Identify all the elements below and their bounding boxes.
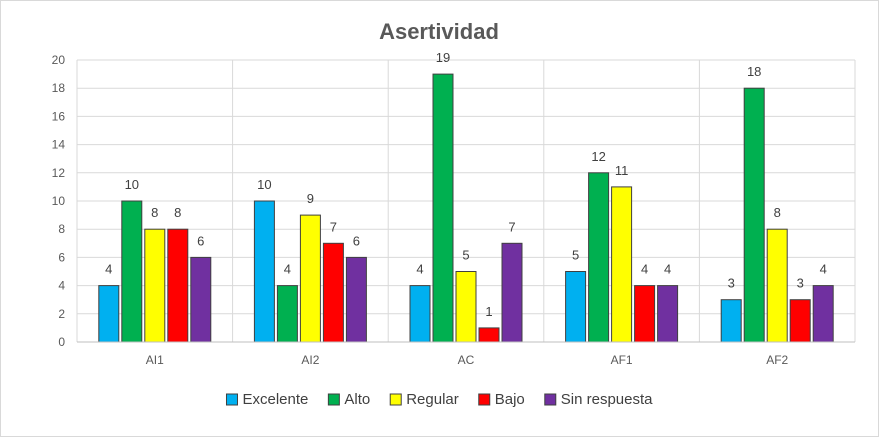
legend-swatch bbox=[389, 393, 402, 406]
bar-AI1-sin-respuesta bbox=[190, 256, 212, 343]
data-label: 5 bbox=[462, 248, 469, 263]
legend-swatch bbox=[478, 393, 491, 406]
data-label: 3 bbox=[797, 276, 804, 291]
bar-AC-sin-respuesta bbox=[501, 242, 523, 343]
legend-label: Regular bbox=[406, 391, 459, 408]
bars bbox=[98, 73, 834, 343]
legend-swatch bbox=[327, 393, 340, 406]
legend: Excelente Alto Regular Bajo Sin respuesta bbox=[225, 391, 653, 408]
bar-AF1-bajo bbox=[634, 285, 656, 343]
y-tick-label: 2 bbox=[58, 307, 65, 321]
bar-AI2-bajo bbox=[322, 242, 344, 343]
legend-item-bajo: Bajo bbox=[478, 391, 525, 408]
data-labels: 4 10 8 8 6 10 4 9 7 6 4 19 5 1 7 5 12 11 4 4 3 18 8 3 4 bbox=[105, 50, 827, 319]
data-label: 4 bbox=[820, 262, 827, 277]
data-label: 8 bbox=[151, 205, 158, 220]
y-axis: 0 2 4 6 8 10 12 14 16 18 20 bbox=[52, 53, 66, 349]
legend-label: Sin respuesta bbox=[561, 391, 653, 408]
x-tick-label: AF2 bbox=[766, 353, 788, 367]
data-label: 12 bbox=[591, 149, 605, 164]
data-label: 4 bbox=[416, 262, 423, 277]
data-label: 4 bbox=[664, 262, 671, 277]
y-tick-label: 0 bbox=[58, 335, 65, 349]
y-tick-label: 20 bbox=[52, 53, 66, 67]
legend-item-alto: Alto bbox=[327, 391, 370, 408]
x-axis: AI1 AI2 AC AF1 AF2 bbox=[77, 341, 855, 367]
data-label: 5 bbox=[572, 248, 579, 263]
data-label: 9 bbox=[307, 191, 314, 206]
bar-AC-excelente bbox=[409, 285, 431, 343]
legend-label: Excelente bbox=[242, 391, 308, 408]
bar-AI1-alto bbox=[121, 200, 143, 343]
chart-title: Asertividad bbox=[379, 19, 499, 44]
y-tick-label: 18 bbox=[52, 81, 66, 95]
legend-item-excelente: Excelente bbox=[225, 391, 308, 408]
legend-label: Alto bbox=[344, 391, 370, 408]
legend-swatch bbox=[225, 393, 238, 406]
y-tick-label: 16 bbox=[52, 109, 66, 123]
data-label: 3 bbox=[728, 276, 735, 291]
bar-AF1-alto bbox=[588, 172, 610, 343]
bar-AI2-excelente bbox=[253, 200, 275, 343]
data-label: 1 bbox=[485, 304, 492, 319]
bar-AF1-excelente bbox=[565, 271, 587, 343]
data-label: 4 bbox=[641, 262, 648, 277]
y-tick-label: 12 bbox=[52, 166, 66, 180]
data-label: 4 bbox=[284, 262, 291, 277]
bar-AI1-bajo bbox=[167, 228, 189, 343]
bar-AF2-bajo bbox=[789, 299, 811, 343]
bar-AF1-regular bbox=[611, 186, 633, 343]
legend-item-sin-respuesta: Sin respuesta bbox=[544, 391, 653, 408]
data-label: 10 bbox=[257, 177, 271, 192]
data-label: 10 bbox=[125, 177, 139, 192]
bar-AF2-alto bbox=[743, 87, 765, 343]
bar-AC-alto bbox=[432, 73, 454, 343]
legend-item-regular: Regular bbox=[389, 391, 459, 408]
bar-AF1-sin-respuesta bbox=[657, 285, 679, 343]
data-label: 4 bbox=[105, 262, 112, 277]
y-tick-label: 8 bbox=[58, 222, 65, 236]
y-tick-label: 10 bbox=[52, 194, 66, 208]
x-tick-label: AC bbox=[458, 353, 475, 367]
x-tick-label: AI1 bbox=[146, 353, 164, 367]
bar-AI2-regular bbox=[299, 214, 321, 343]
bar-AI2-alto bbox=[276, 285, 298, 343]
data-label: 7 bbox=[330, 219, 337, 234]
legend-swatch bbox=[544, 393, 557, 406]
x-tick-label: AI2 bbox=[301, 353, 319, 367]
y-tick-label: 4 bbox=[58, 279, 65, 293]
data-label: 19 bbox=[436, 50, 450, 65]
bar-AC-regular bbox=[455, 271, 477, 343]
data-label: 7 bbox=[508, 219, 515, 234]
data-label: 8 bbox=[174, 205, 181, 220]
data-label: 6 bbox=[197, 233, 204, 248]
bar-AI2-sin-respuesta bbox=[345, 256, 367, 343]
bar-AF2-regular bbox=[766, 228, 788, 343]
bar-AF2-sin-respuesta bbox=[812, 285, 834, 343]
bar-AC-bajo bbox=[478, 327, 500, 343]
bar-AI1-excelente bbox=[98, 285, 120, 343]
data-label: 18 bbox=[747, 64, 761, 79]
bar-AF2-excelente bbox=[720, 299, 742, 343]
y-tick-label: 6 bbox=[58, 250, 65, 264]
data-label: 6 bbox=[353, 233, 360, 248]
data-label: 8 bbox=[774, 205, 781, 220]
bar-AI1-regular bbox=[144, 228, 166, 343]
legend-label: Bajo bbox=[495, 391, 525, 408]
data-label: 11 bbox=[615, 163, 629, 178]
x-tick-label: AF1 bbox=[611, 353, 633, 367]
y-tick-label: 14 bbox=[52, 138, 66, 152]
